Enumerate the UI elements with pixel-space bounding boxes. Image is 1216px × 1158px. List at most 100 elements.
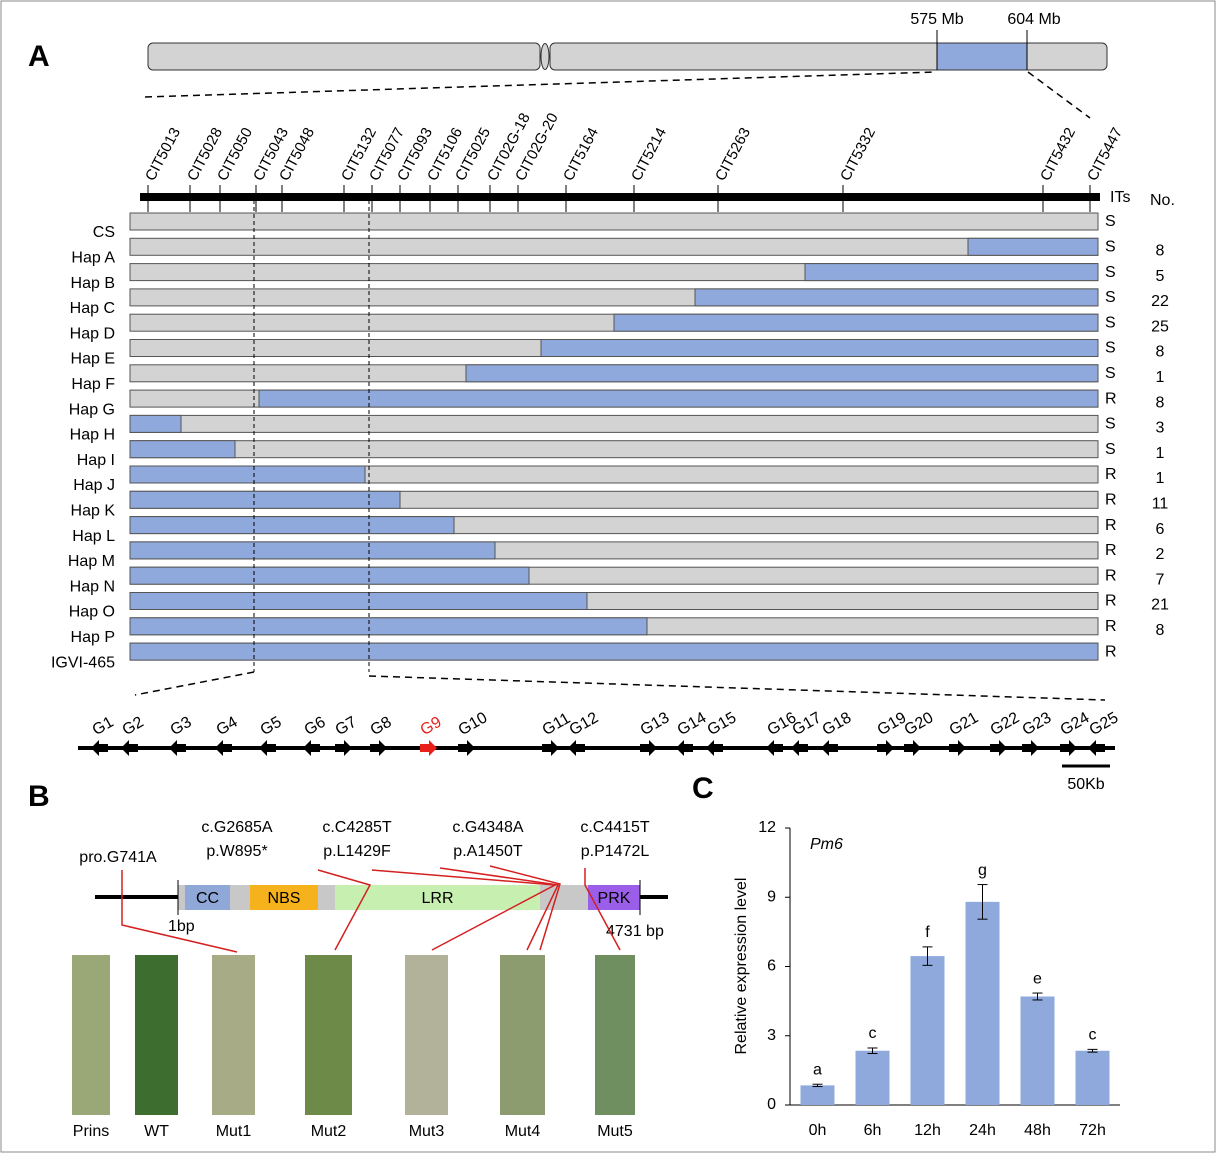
gene-arrow	[458, 740, 475, 756]
bar	[965, 901, 1000, 1105]
centromere	[540, 43, 550, 70]
gene-arrow	[370, 740, 387, 756]
domain-label: CC	[196, 890, 219, 907]
y-tick-label: 6	[767, 958, 776, 975]
significance-letter: c	[869, 1025, 877, 1042]
gene-start: 1bp	[168, 918, 195, 935]
phenotype: S	[1105, 340, 1116, 357]
y-tick-label: 9	[767, 888, 776, 905]
gene-end-label: 4731 bp	[606, 923, 664, 940]
phenotype: R	[1105, 542, 1117, 559]
bar	[910, 956, 945, 1105]
gene-arrow	[877, 740, 894, 756]
x-tick-label: 24h	[969, 1122, 996, 1139]
leaf	[135, 955, 178, 1115]
haplotype-segment	[258, 389, 1099, 408]
line-count: 25	[1151, 318, 1169, 335]
gene-arrow	[821, 740, 838, 756]
haplotype-segment	[129, 440, 236, 459]
line-count: 8	[1156, 243, 1165, 260]
gene-arrow	[1022, 740, 1039, 756]
gene-arrow	[706, 740, 723, 756]
y-tick-label: 3	[767, 1027, 776, 1044]
scale-label: 50Kb	[1067, 776, 1104, 793]
gene-arrow	[303, 740, 320, 756]
haplotype-name: Hap C	[70, 300, 115, 317]
zoom-line	[134, 671, 255, 696]
x-tick-label: 12h	[914, 1122, 941, 1139]
haplotype-name: Hap D	[70, 325, 115, 342]
gene-arrow	[215, 740, 232, 756]
panel-label: B	[28, 780, 50, 813]
significance-letter: f	[925, 924, 930, 941]
line-count: 1	[1156, 445, 1165, 462]
domain	[185, 885, 230, 910]
mutation-label: p.P1472L	[581, 843, 650, 860]
its-header: ITs	[1110, 189, 1130, 206]
haplotype-name: Hap I	[77, 452, 115, 469]
y-tick-label: 12	[758, 819, 776, 836]
domain	[335, 885, 540, 910]
mutation-link	[439, 867, 560, 951]
line-count: 8	[1156, 394, 1165, 411]
mutation-label: pro.G741A	[79, 849, 157, 866]
line-count: 2	[1156, 546, 1165, 563]
haplotype-segment	[465, 364, 1099, 383]
leaf	[72, 955, 110, 1115]
domain	[250, 885, 318, 910]
haplotype-bar	[129, 414, 1099, 433]
x-tick-label: 0h	[809, 1122, 827, 1139]
leaf	[595, 955, 635, 1115]
mutation-link	[489, 865, 561, 951]
haplotype-name: Hap E	[71, 351, 115, 368]
line-count: 8	[1156, 344, 1165, 361]
significance-letter: g	[978, 862, 987, 879]
haplotype-segment	[129, 465, 366, 484]
mutation-link	[584, 868, 621, 951]
phenotype: R	[1105, 567, 1117, 584]
leaf	[500, 955, 545, 1115]
phenotype: R	[1105, 593, 1117, 610]
chart-title: Pm6	[810, 836, 843, 853]
panel-label: C	[692, 772, 714, 805]
bar	[1020, 996, 1055, 1105]
haplotype-name: Hap O	[69, 604, 115, 621]
mutation-label: c.C4285T	[322, 819, 392, 836]
haplotype-name: IGVI-465	[51, 654, 115, 671]
haplotype-bar	[129, 440, 1099, 459]
bar	[855, 1050, 890, 1105]
leaf	[212, 955, 255, 1115]
x-tick-label: 72h	[1079, 1122, 1106, 1139]
phenotype: R	[1105, 517, 1117, 534]
gene-arrow	[542, 740, 559, 756]
gene-arrow	[568, 740, 585, 756]
phenotype: R	[1105, 492, 1117, 509]
haplotype-segment	[129, 541, 496, 560]
gene-arrow	[766, 740, 783, 756]
haplotype-segment	[129, 516, 455, 535]
panel-label: A	[28, 40, 50, 73]
line-count: 3	[1156, 420, 1165, 437]
phenotype: S	[1105, 264, 1116, 281]
significance-letter: c	[1089, 1027, 1097, 1044]
haplotype-name: Hap P	[71, 629, 115, 646]
no-header: No.	[1150, 192, 1175, 209]
phenotype: S	[1105, 365, 1116, 382]
haplotype-segment	[613, 313, 1099, 332]
gene-arrow	[904, 740, 921, 756]
mutation-label: p.L1429F	[323, 843, 391, 860]
haplotype-segment	[129, 592, 588, 610]
line-count: 1	[1156, 369, 1165, 386]
x-tick-label: 48h	[1024, 1122, 1051, 1139]
haplotype-segment	[129, 642, 1099, 661]
haplotype-name: Hap N	[70, 578, 115, 595]
haplotype-name: Hap G	[69, 401, 115, 418]
zoom-line	[368, 675, 1106, 701]
haplotype-bar	[129, 212, 1099, 231]
gene-arrow	[420, 740, 437, 756]
mutation-label: c.C4415T	[580, 819, 650, 836]
haplotype-name: Hap B	[71, 275, 115, 292]
domain-label: NBS	[268, 890, 301, 907]
phenotype: S	[1105, 289, 1116, 306]
